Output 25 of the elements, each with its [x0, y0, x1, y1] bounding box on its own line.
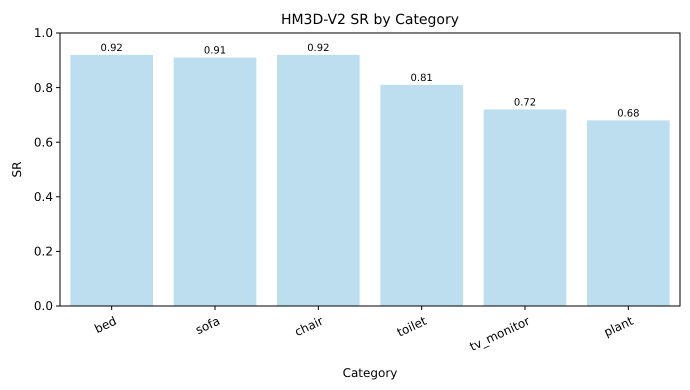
y-tick-label: 0.8: [34, 80, 53, 95]
y-axis-title: SR: [10, 162, 24, 178]
data-label: 0.72: [514, 97, 536, 108]
y-tick-label: 0.6: [34, 135, 53, 150]
bar: [587, 120, 670, 306]
x-tick-label: chair: [292, 314, 326, 340]
bar: [484, 109, 566, 306]
bar: [380, 84, 463, 306]
data-label: 0.91: [204, 46, 226, 57]
x-tick-label: bed: [92, 314, 119, 336]
bar: [277, 54, 360, 306]
y-tick-label: 1.0: [34, 26, 53, 40]
bar: [174, 58, 256, 306]
data-label: 0.92: [307, 42, 330, 54]
chart-title: HM3D-V2 SR by Category: [280, 12, 460, 28]
x-tick-label: toilet: [394, 314, 429, 340]
data-label: 0.68: [617, 108, 640, 120]
y-tick-label: 0.2: [34, 244, 53, 259]
data-label: 0.81: [410, 72, 433, 84]
x-tick-label: sofa: [193, 314, 222, 338]
y-tick-label: 0.0: [34, 299, 53, 314]
y-tick-label: 0.4: [34, 190, 53, 204]
bar: [70, 54, 153, 306]
x-axis-title: Category: [342, 366, 398, 380]
data-label: 0.92: [100, 42, 123, 54]
